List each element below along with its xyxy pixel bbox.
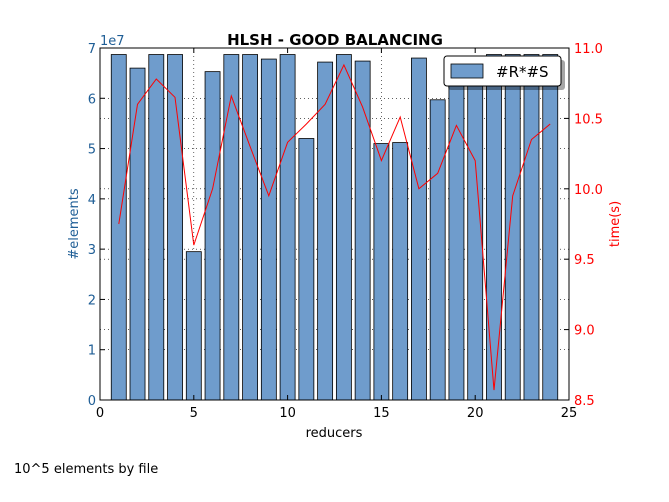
footer-note: 10^5 elements by file [14,462,159,477]
bar [279,54,296,401]
y2-tick-label: 10.5 [574,112,603,127]
plot-frame [99,47,570,401]
time-line [118,63,551,391]
y2-tick-label: 11.0 [574,42,603,57]
y-tick-label: 5 [88,143,96,158]
bar [411,57,427,401]
chart-title: HLSH - GOOD BALANCING [227,31,443,49]
y-tick-label: 3 [88,243,96,258]
y2-tick-label: 9.5 [574,253,595,268]
y-tick-label: 7 [88,42,96,57]
y-axis-label: #elements [67,188,82,259]
time-series-line [118,63,551,391]
x-axis-label: reducers [306,426,363,441]
x-tick-label: 25 [561,406,578,421]
bar [467,77,484,401]
bar [242,54,258,401]
bar [523,54,540,401]
y-tick-label: 0 [88,394,96,409]
bar [373,143,390,401]
y2-tick-label: 10.0 [574,183,603,198]
y-tick-label: 4 [88,193,96,208]
bar [298,138,315,401]
bar [260,58,277,401]
bar [354,60,371,401]
y-tick-label: 6 [88,92,96,107]
x-tick-label: 10 [279,406,296,421]
legend-frame [443,55,562,87]
x-tick-label: 20 [467,406,484,421]
bar [504,54,521,401]
bar [392,142,409,401]
y-axis-multiplier: 1e7 [100,34,125,49]
y2-tick-label: 8.5 [574,394,595,409]
x-tick-label: 0 [96,406,104,421]
bar [148,54,165,401]
bar [335,54,352,401]
bar [129,67,146,401]
x-tick-label: 15 [373,406,390,421]
y-tick-label: 1 [88,344,96,359]
bar [317,61,334,401]
bar [167,54,183,401]
bar [486,54,502,401]
y-tick-label: 2 [88,293,96,308]
axes: 0 5 10 15 20 25 0 1 2 3 4 5 6 7 8.5 9.0 9.5 10.0 10.5 11.0 [88,42,603,421]
bar [542,54,559,401]
bar [185,251,202,401]
x-tick-label: 5 [190,406,198,421]
bar [204,71,221,401]
bar [429,99,446,401]
y2-tick-label: 9.0 [574,324,595,339]
bar [223,54,240,401]
legend: #R*#S [443,55,565,90]
legend-swatch [450,63,484,79]
y2-axis-label: time(s) [608,201,623,247]
bar [110,54,127,401]
bar [448,80,465,401]
legend-label: #R*#S [496,63,549,81]
